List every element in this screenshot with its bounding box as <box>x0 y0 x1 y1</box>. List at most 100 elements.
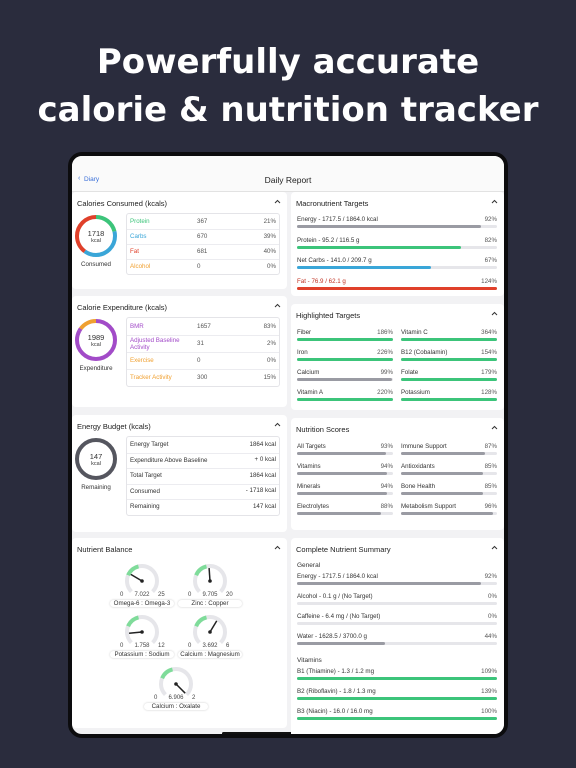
target-label: All Targets <box>297 443 326 450</box>
row-divider <box>127 452 279 454</box>
gauge-min: 0 <box>188 592 192 598</box>
target-label: Immune Support <box>401 443 447 450</box>
collapse-chevron <box>274 303 281 308</box>
row-amount: - 1718 kcal <box>245 487 276 495</box>
bar <box>297 286 497 290</box>
ring-text: Consumed <box>81 261 111 268</box>
target-label: Alcohol - 0.1 g / (No Target) <box>297 593 373 600</box>
gauge-hub <box>208 579 212 583</box>
gauge-track <box>125 564 159 594</box>
target-label: Potassium <box>401 389 430 396</box>
tablet: ‹ Diary Daily Report Calories Consumed (… <box>68 152 508 738</box>
row-name: Total Target <box>130 472 162 480</box>
gauge-min: 0 <box>120 643 124 649</box>
gauge-name: Potassium : Sodium <box>110 651 174 658</box>
card: Nutrition Scores All Targets 93% Immune Sup… <box>291 418 504 530</box>
bar <box>297 245 461 249</box>
graphic <box>125 545 281 697</box>
card-title: Macronutrient Targets <box>296 199 369 208</box>
card: Energy Budget (kcals) 147 kcal Remaining Ene… <box>72 415 287 532</box>
target-pct: 96% <box>484 503 497 510</box>
bar <box>297 697 497 700</box>
target-label: Antioxidants <box>401 463 435 470</box>
back-button[interactable]: Diary <box>84 176 100 183</box>
collapse-chevron <box>274 545 281 550</box>
row-name: Exercise <box>130 357 154 364</box>
gauge-max: 6 <box>226 643 230 649</box>
row-amount: 1657 <box>197 322 211 330</box>
home-indicator <box>222 732 352 734</box>
ring-text: kcal <box>91 238 101 244</box>
row-amount: 0 <box>197 262 201 270</box>
card-title: Highlighted Targets <box>296 311 361 320</box>
row-name: BMR <box>130 323 144 330</box>
collapse-chevron <box>274 422 281 427</box>
graphic <box>75 303 281 361</box>
row-name: Alcohol <box>130 263 151 270</box>
target-pct: 93% <box>380 443 393 450</box>
bar-track <box>297 642 497 645</box>
gauge-hub <box>174 682 178 686</box>
target-pct: 0% <box>488 613 497 620</box>
gauge-target <box>126 564 140 577</box>
gauge-name: Omega-6 : Omega-3 <box>110 600 174 607</box>
target-pct: 139% <box>481 688 497 695</box>
target-label: Electrolytes <box>297 503 329 510</box>
back-chevron[interactable]: ‹ <box>78 175 81 182</box>
gauge-name: Calcium : Oxalate <box>144 703 208 710</box>
row-name: Fat <box>130 248 139 255</box>
graphic <box>75 199 281 257</box>
card-title: Calories Consumed (kcals) <box>77 199 168 208</box>
target-pct: 100% <box>481 708 497 715</box>
gauge-value: 3.692 <box>202 643 218 649</box>
graphic <box>491 311 498 316</box>
ring-segment <box>75 215 117 257</box>
card-title: Nutrient Balance <box>77 545 133 554</box>
row-divider <box>127 229 279 230</box>
bar <box>401 492 483 495</box>
bar <box>401 378 497 381</box>
collapse-chevron <box>491 545 498 550</box>
target-pct: 124% <box>481 277 497 285</box>
target-pct: 226% <box>377 349 393 356</box>
gauge-name: Zinc : Copper <box>178 600 242 607</box>
gauge-hub <box>208 630 212 634</box>
target-label: Calcium <box>297 369 320 376</box>
target-pct: 88% <box>380 503 393 510</box>
row-pct: 15% <box>263 373 276 381</box>
gauge-needle <box>128 631 143 634</box>
target-label: Metabolism Support <box>401 503 457 510</box>
bar <box>297 642 385 645</box>
row-name: Adjusted Baseline Activity <box>130 336 180 351</box>
row-divider <box>127 369 279 370</box>
row-name: Energy Target <box>130 441 169 449</box>
collapse-chevron <box>491 199 498 204</box>
target-label: Protein - 95.2 / 116.5 g <box>297 236 360 244</box>
row-amount: 31 <box>197 339 204 347</box>
target-label: Caffeine - 6.4 mg / (No Target) <box>297 613 381 620</box>
gauge-max: 2 <box>192 695 196 701</box>
row-amount: 147 kcal <box>252 502 276 510</box>
target-pct: 94% <box>380 463 393 470</box>
target-label: Minerals <box>297 483 321 490</box>
bar <box>297 266 431 269</box>
target-pct: 186% <box>377 329 393 336</box>
ring-segment <box>75 319 117 361</box>
row-amount: 367 <box>197 217 208 225</box>
card: Calories Consumed (kcals) 1718 kcal Consume… <box>72 192 287 289</box>
headline: Powerfully accurate <box>96 42 480 82</box>
gauge-max: 20 <box>226 592 233 598</box>
gauge-min: 0 <box>154 695 158 701</box>
table: Energy Target 1864 kcal Expenditure Above … <box>126 436 280 516</box>
card-title: Complete Nutrient Summary <box>296 545 391 554</box>
row-pct: 21% <box>263 217 276 225</box>
gauge-needle <box>208 567 211 582</box>
bar <box>297 452 387 455</box>
gauge-needle <box>175 683 186 694</box>
gauge-max: 12 <box>158 643 165 649</box>
target-pct: 0% <box>488 593 497 600</box>
bar <box>297 338 393 341</box>
gauge-value: 1.758 <box>134 643 150 649</box>
target-label: Vitamins <box>297 463 321 470</box>
